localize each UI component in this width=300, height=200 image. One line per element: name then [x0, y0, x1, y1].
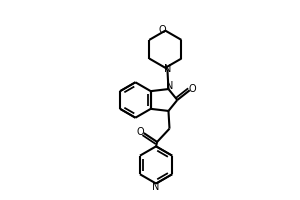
Text: O: O	[189, 84, 196, 94]
Text: N: N	[166, 81, 173, 91]
Text: O: O	[137, 127, 144, 137]
Text: N: N	[164, 64, 172, 74]
Text: O: O	[159, 25, 167, 35]
Text: N: N	[152, 182, 160, 192]
